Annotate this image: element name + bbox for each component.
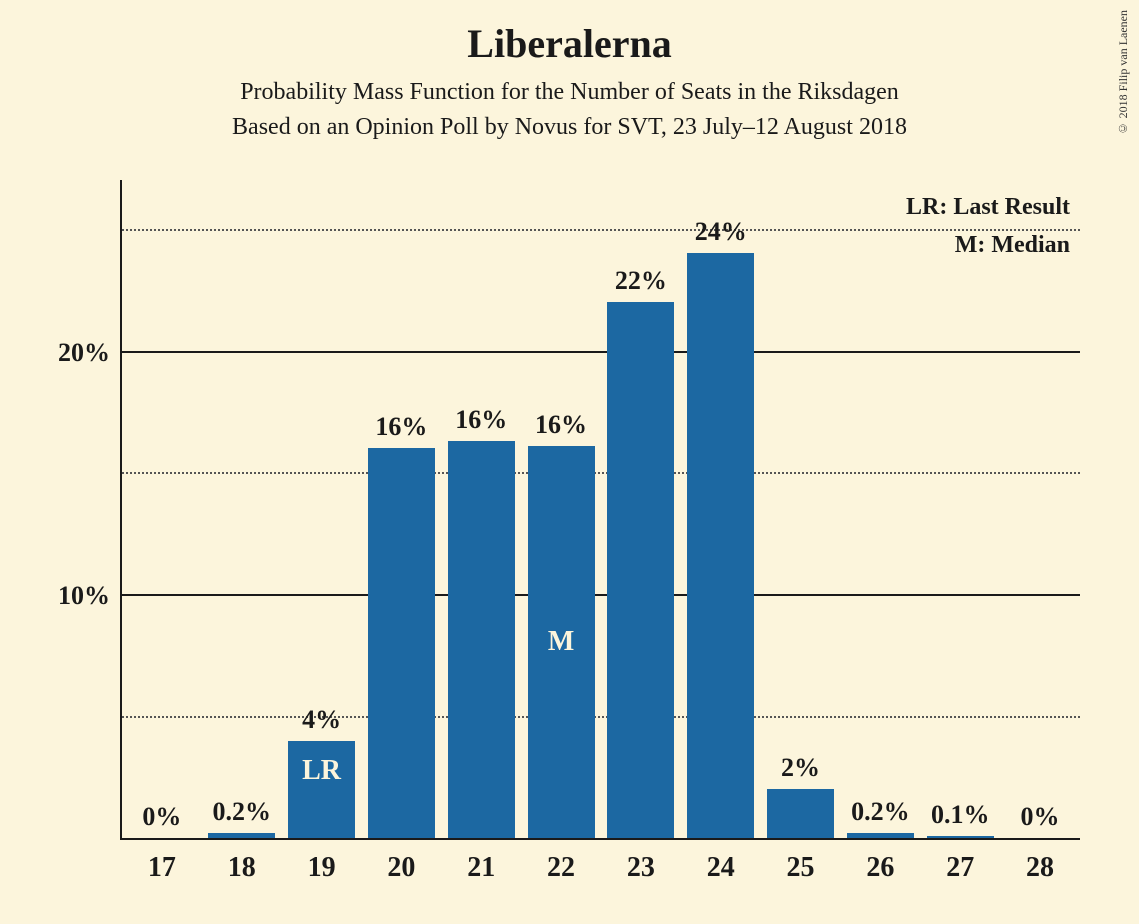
bar-slot: 0%28 xyxy=(1000,180,1080,838)
bar-slot: 16%20 xyxy=(361,180,441,838)
bar: 24% xyxy=(687,253,754,838)
bar-value-label: 4% xyxy=(302,705,341,735)
bar-value-label: 16% xyxy=(455,405,507,435)
xtick-label: 26 xyxy=(866,852,894,884)
ytick-label: 10% xyxy=(58,581,110,611)
bar-slot: 16%21 xyxy=(441,180,521,838)
xtick-label: 20 xyxy=(387,852,415,884)
bar: 16% xyxy=(368,448,435,838)
bar-slot: 22%23 xyxy=(601,180,681,838)
bar-slot: 0%17 xyxy=(122,180,202,838)
xtick-label: 19 xyxy=(308,852,336,884)
bar-value-label: 24% xyxy=(695,217,747,247)
xtick-label: 24 xyxy=(707,852,735,884)
bars-container: 0%170.2%184%LR1916%2016%2116%M2222%2324%… xyxy=(122,180,1080,838)
bar-value-label: 16% xyxy=(535,410,587,440)
xtick-label: 22 xyxy=(547,852,575,884)
legend-m: M: Median xyxy=(906,226,1070,264)
chart-legend: LR: Last Result M: Median xyxy=(906,188,1070,265)
bar-slot: 24%24 xyxy=(681,180,761,838)
xtick-label: 28 xyxy=(1026,852,1054,884)
bar-value-label: 0.2% xyxy=(212,797,271,827)
bar-slot: 0.1%27 xyxy=(920,180,1000,838)
bar-slot: 16%M22 xyxy=(521,180,601,838)
xtick-label: 18 xyxy=(228,852,256,884)
bar: 0.2% xyxy=(208,833,275,838)
bar-value-label: 22% xyxy=(615,266,667,296)
xtick-label: 27 xyxy=(946,852,974,884)
bar-slot: 0.2%18 xyxy=(202,180,282,838)
bar: 16%M xyxy=(528,446,595,838)
bar-annotation-lr: LR xyxy=(302,755,341,787)
bar-slot: 2%25 xyxy=(761,180,841,838)
bar: 0.1% xyxy=(927,836,994,838)
xtick-label: 21 xyxy=(467,852,495,884)
bar-slot: 4%LR19 xyxy=(282,180,362,838)
legend-lr: LR: Last Result xyxy=(906,188,1070,226)
bar-value-label: 0% xyxy=(1021,802,1060,832)
chart-plot-area: LR: Last Result M: Median 10%20% 0%170.2… xyxy=(120,180,1080,840)
bar: 0.2% xyxy=(847,833,914,838)
bar-value-label: 2% xyxy=(781,753,820,783)
xtick-label: 17 xyxy=(148,852,176,884)
bar: 22% xyxy=(607,302,674,838)
bar-value-label: 0.1% xyxy=(931,800,990,830)
ytick-label: 20% xyxy=(58,338,110,368)
chart-subtitle-2: Based on an Opinion Poll by Novus for SV… xyxy=(0,114,1139,141)
copyright-text: © 2018 Filip van Laenen xyxy=(1116,10,1131,135)
xtick-label: 23 xyxy=(627,852,655,884)
xtick-label: 25 xyxy=(787,852,815,884)
bar-slot: 0.2%26 xyxy=(840,180,920,838)
chart-title: Liberalerna xyxy=(0,20,1139,67)
bar: 4%LR xyxy=(288,741,355,838)
bar-value-label: 16% xyxy=(375,412,427,442)
bar: 16% xyxy=(448,441,515,838)
bar: 2% xyxy=(767,789,834,838)
bar-value-label: 0.2% xyxy=(851,797,910,827)
bar-value-label: 0% xyxy=(142,802,181,832)
chart-subtitle-1: Probability Mass Function for the Number… xyxy=(0,79,1139,106)
bar-annotation-median: M xyxy=(548,626,574,658)
